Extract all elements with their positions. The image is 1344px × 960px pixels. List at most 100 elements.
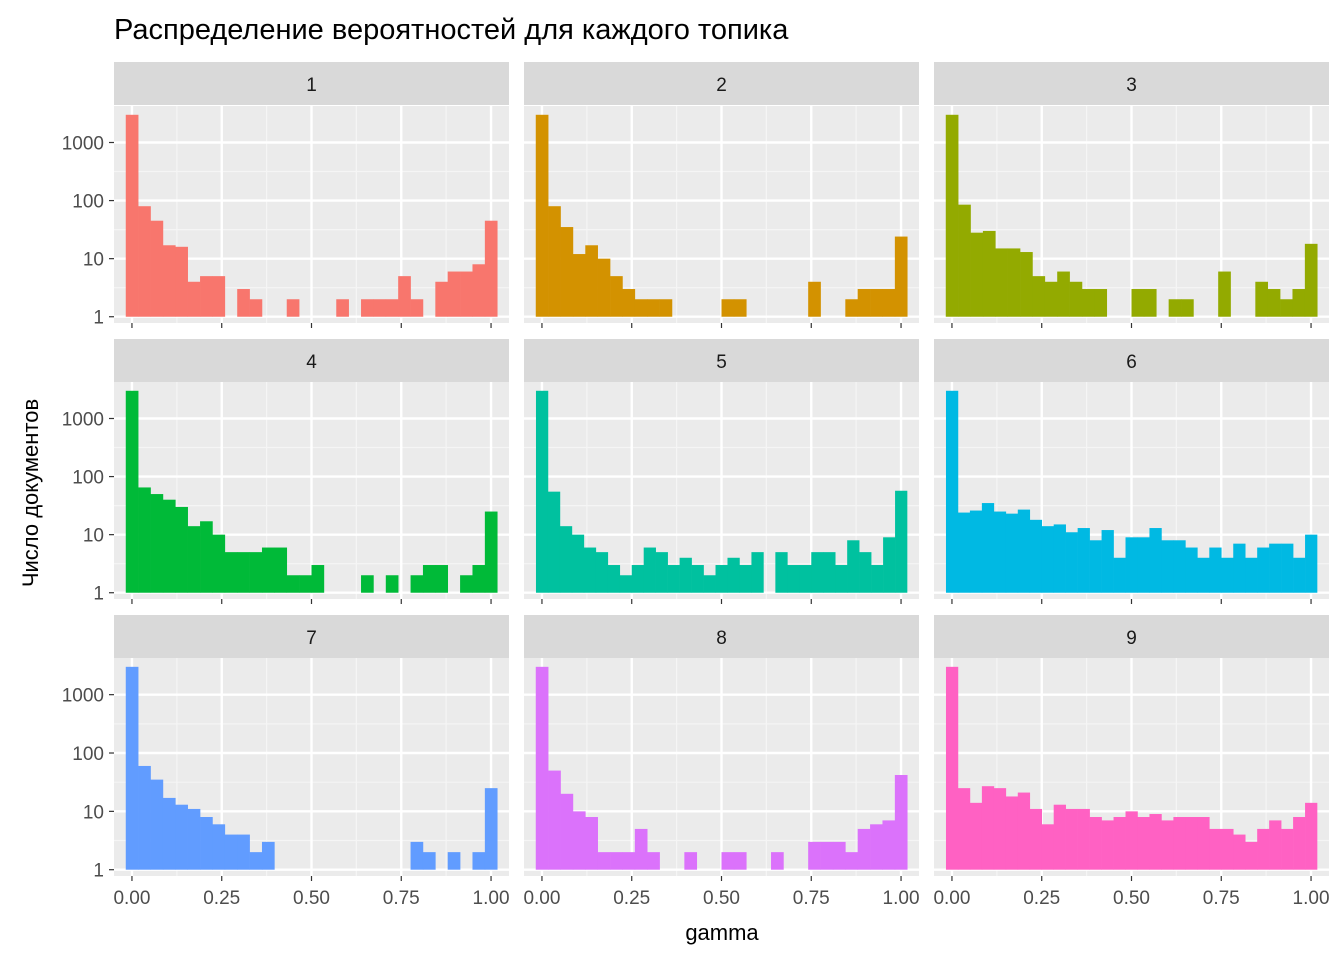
facet-strip-label: 6	[1126, 352, 1137, 373]
histogram-bar	[945, 114, 959, 317]
facet-strip-label: 5	[716, 352, 727, 373]
histogram-bar	[1077, 528, 1090, 593]
histogram-bars	[125, 666, 498, 870]
histogram-bar	[679, 557, 692, 593]
histogram-bar	[187, 281, 201, 317]
x-tick-label: 0.25	[203, 888, 240, 909]
histogram-bar	[957, 788, 971, 870]
histogram-bar	[882, 289, 896, 317]
histogram-bar	[1197, 557, 1210, 593]
facet-strip-label: 2	[716, 75, 727, 96]
facet-strip	[934, 615, 1329, 658]
histogram-bar	[1257, 547, 1270, 593]
histogram-bar	[808, 281, 821, 317]
histogram-bar	[1267, 289, 1281, 317]
histogram-bar	[162, 245, 176, 317]
histogram-bar	[1029, 519, 1043, 593]
histogram-bar	[1257, 828, 1270, 870]
histogram-bar	[150, 494, 164, 593]
histogram-bar	[1041, 526, 1054, 593]
facet-strip-label: 7	[306, 628, 317, 649]
y-axis-label: Число документов	[18, 399, 43, 587]
histogram-bar	[655, 552, 668, 593]
histogram-bar	[1245, 841, 1258, 870]
x-tick-label: 1.00	[883, 888, 920, 909]
histogram-bar	[187, 526, 201, 593]
histogram-bars	[535, 666, 908, 870]
histogram-bar	[1131, 289, 1145, 317]
x-tick-label: 0.00	[933, 888, 970, 909]
histogram-bar	[945, 390, 959, 593]
histogram-bar	[1089, 817, 1102, 870]
facet-strip-label: 1	[306, 75, 317, 96]
histogram-bar	[560, 793, 574, 870]
histogram-bar	[1185, 547, 1198, 593]
histogram-bar	[249, 552, 263, 593]
histogram-bar	[410, 841, 424, 870]
histogram-bar	[585, 817, 598, 870]
histogram-bar	[410, 575, 424, 593]
facet-strip	[114, 615, 509, 658]
histogram-bar	[957, 512, 971, 593]
histogram-bar	[619, 575, 633, 593]
histogram-bar	[572, 254, 586, 317]
histogram-bar	[1173, 540, 1186, 593]
histogram-bar	[643, 547, 656, 593]
x-axis-label: gamma	[685, 920, 759, 945]
histogram-bar	[622, 852, 636, 870]
histogram-bar	[1281, 828, 1294, 870]
histogram-bar	[125, 666, 139, 870]
y-tick-label: 10	[83, 250, 104, 271]
histogram-bar	[895, 490, 908, 593]
histogram-bar	[1233, 543, 1246, 593]
histogram-bar	[1005, 513, 1019, 593]
histogram-bar	[1161, 820, 1174, 870]
histogram-bar	[647, 299, 660, 317]
histogram-bar	[1168, 299, 1182, 317]
histogram-bar	[1113, 817, 1126, 870]
facet-panel-5: 5	[524, 339, 919, 604]
y-tick-label: 1	[93, 861, 104, 882]
histogram-bar	[1209, 547, 1222, 593]
histogram-bar	[224, 552, 238, 593]
histogram-bar	[435, 281, 449, 317]
histogram-bar	[447, 852, 461, 870]
histogram-bar	[1280, 299, 1293, 317]
facet-strip	[524, 62, 919, 105]
histogram-bar	[832, 841, 846, 870]
histogram-bar	[882, 820, 896, 870]
histogram-bar	[398, 276, 411, 317]
histogram-bar	[249, 299, 263, 317]
histogram-bar	[659, 299, 673, 317]
histogram-bar	[1255, 281, 1269, 317]
histogram-bar	[993, 788, 1007, 870]
facet-strip-label: 9	[1126, 628, 1137, 649]
histogram-bar	[1005, 796, 1019, 870]
histogram-bar	[162, 499, 176, 593]
histogram-bar	[535, 114, 549, 317]
histogram-bar	[547, 491, 561, 593]
histogram-bar	[1044, 281, 1058, 317]
histogram-bar	[845, 299, 859, 317]
histogram-bar	[435, 565, 449, 593]
histogram-bars	[945, 666, 1318, 870]
histogram-bar	[1053, 524, 1066, 593]
histogram-bar	[727, 557, 740, 593]
y-tick-label: 10	[83, 802, 104, 823]
histogram-bar	[261, 841, 275, 870]
histogram-bar	[647, 852, 660, 870]
histogram-bar	[1081, 289, 1095, 317]
histogram-bar	[610, 852, 623, 870]
facet-strip-label: 8	[716, 628, 727, 649]
histogram-bar	[548, 206, 561, 317]
y-tick-label: 1	[93, 308, 104, 329]
histogram-bar	[1007, 248, 1021, 317]
histogram-bar	[969, 510, 983, 593]
histogram-bar	[820, 841, 834, 870]
histogram-bar	[733, 299, 747, 317]
x-tick-label: 0.00	[113, 888, 150, 909]
histogram-bar	[472, 264, 486, 317]
histogram-bar	[559, 526, 573, 593]
histogram-bar	[1020, 252, 1033, 317]
histogram-bar	[1101, 530, 1114, 593]
